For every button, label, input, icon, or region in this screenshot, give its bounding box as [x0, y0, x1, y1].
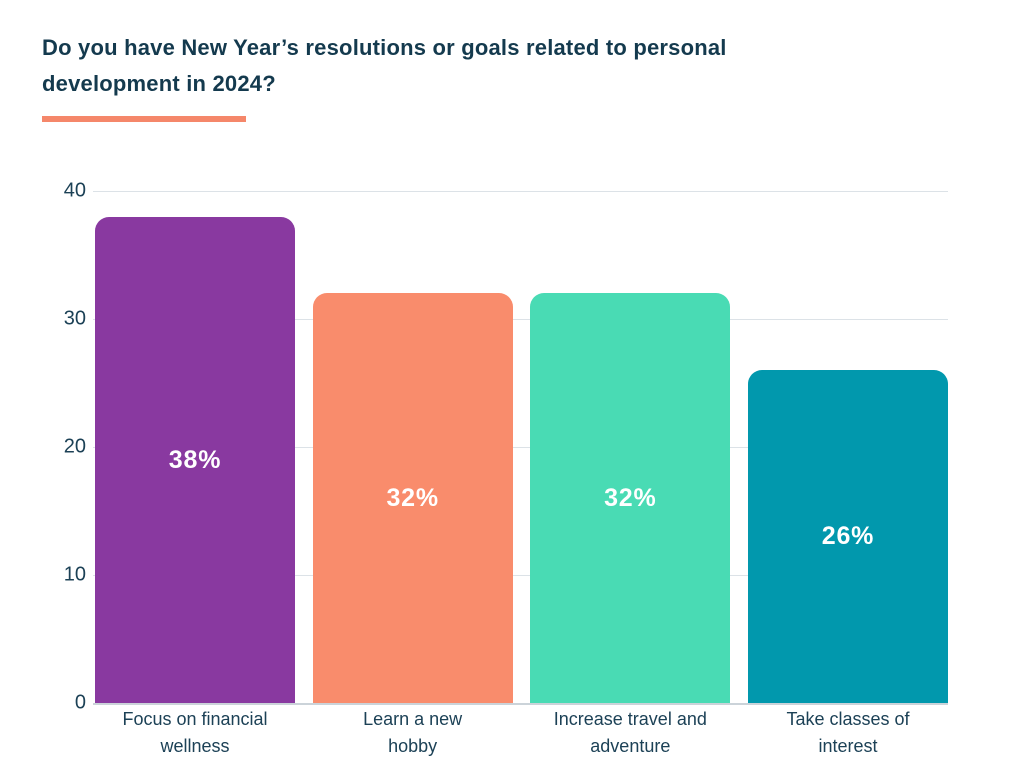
bar-3: 32%: [530, 293, 731, 703]
category-label: Focus on financial wellness: [122, 709, 268, 756]
x-axis-labels: Focus on financial wellness Learn a new hob…: [95, 706, 948, 760]
bar-value-label: 32%: [604, 483, 657, 512]
bar-1: 38%: [95, 217, 295, 703]
title-accent-underline: [42, 116, 246, 122]
bar-2: 32%: [312, 293, 513, 703]
gridline: [93, 447, 948, 448]
category-label: Learn a new hobby: [363, 709, 463, 756]
y-tick-label: 10: [63, 563, 86, 586]
gridline: [93, 191, 948, 192]
bar-value-label: 32%: [386, 483, 439, 512]
bar-4: 26%: [747, 370, 948, 703]
chart-title: Do you have New Year’s resolutions or go…: [42, 35, 727, 96]
gridline: [93, 319, 948, 320]
plot-area: 38% 32% 32% 26%: [95, 191, 948, 703]
x-axis-line: [93, 703, 948, 705]
y-tick-label: 30: [63, 307, 86, 330]
bar-chart: 0 10 20 30 40 38% 32% 32% 26%: [0, 180, 1024, 714]
bar-value-label: 38%: [168, 445, 222, 474]
y-tick-label: 40: [63, 179, 86, 202]
category-label: Increase travel and adventure: [553, 709, 707, 756]
y-tick-label: 0: [74, 691, 86, 714]
y-tick-label: 20: [63, 435, 86, 458]
gridline: [93, 575, 948, 576]
category-label: Take classes of interest: [786, 709, 910, 756]
bar-value-label: 26%: [821, 522, 875, 550]
